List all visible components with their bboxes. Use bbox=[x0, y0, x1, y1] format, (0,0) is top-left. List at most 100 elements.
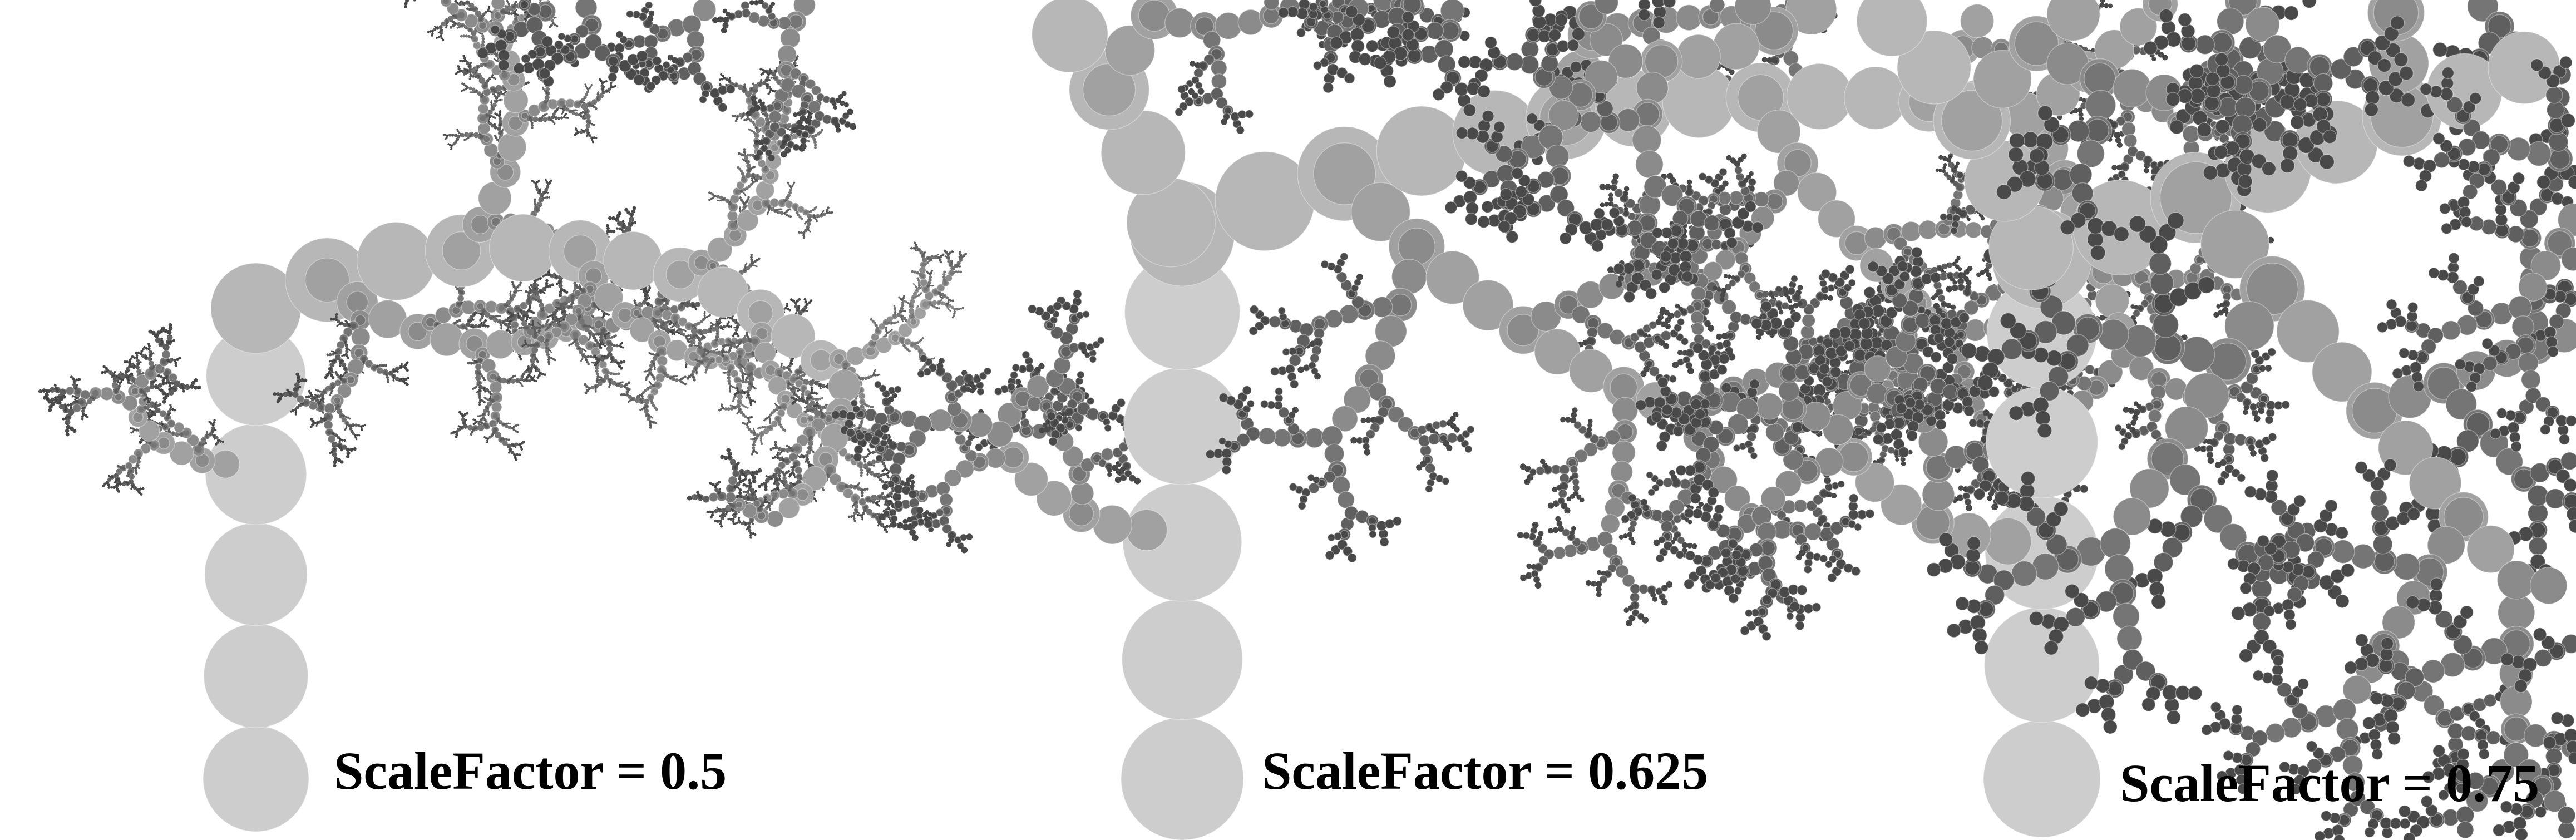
branch-node bbox=[758, 257, 761, 260]
branch-node bbox=[149, 398, 152, 401]
branch-node bbox=[743, 148, 746, 151]
branch-node bbox=[541, 86, 544, 88]
branch-node bbox=[522, 314, 525, 317]
branch-node bbox=[491, 399, 495, 402]
branch-node bbox=[340, 374, 342, 375]
branch-node bbox=[126, 474, 129, 477]
branch-node bbox=[800, 217, 803, 220]
branch-node bbox=[136, 359, 140, 363]
branch-node bbox=[746, 163, 751, 169]
branch-node bbox=[477, 74, 481, 78]
branch-node bbox=[160, 342, 163, 346]
branch-node bbox=[126, 378, 130, 382]
branch-node bbox=[591, 333, 595, 337]
branch-node bbox=[781, 208, 783, 210]
branch-node bbox=[455, 72, 458, 76]
branch-node bbox=[664, 298, 667, 300]
branch-node bbox=[161, 349, 171, 359]
branch-node bbox=[802, 231, 806, 235]
branch-node bbox=[735, 327, 737, 329]
branch-node bbox=[310, 397, 312, 399]
branch-node bbox=[174, 409, 176, 412]
branch-node bbox=[112, 374, 115, 377]
branch-node bbox=[465, 419, 467, 421]
branch-node bbox=[544, 342, 549, 347]
branch-node bbox=[136, 459, 141, 464]
branch-node bbox=[794, 304, 798, 309]
branch-node bbox=[508, 320, 510, 323]
branch-node bbox=[205, 435, 209, 438]
branch-node bbox=[822, 212, 827, 216]
branch-node bbox=[131, 486, 134, 488]
branch-node bbox=[753, 166, 756, 169]
branch-node bbox=[747, 196, 750, 199]
branch-node bbox=[140, 389, 144, 393]
branch-node bbox=[590, 385, 595, 390]
branch-node bbox=[294, 413, 297, 416]
branch-node bbox=[335, 313, 338, 316]
branch-node bbox=[571, 294, 575, 298]
branch-node bbox=[135, 354, 139, 357]
branch-node bbox=[168, 384, 171, 388]
branch-node bbox=[81, 415, 84, 418]
branch-node bbox=[57, 400, 62, 405]
branch-node bbox=[478, 403, 481, 406]
branch-node bbox=[147, 397, 150, 400]
branch-node bbox=[361, 429, 363, 432]
branch-node bbox=[328, 393, 332, 397]
branch-node bbox=[733, 393, 736, 396]
branch-node bbox=[490, 100, 492, 102]
branch-node bbox=[534, 331, 537, 335]
branch-node bbox=[304, 378, 308, 382]
branch-node bbox=[406, 377, 409, 380]
branch-node bbox=[332, 452, 338, 457]
branch-node bbox=[470, 215, 490, 235]
branch-node bbox=[169, 406, 172, 408]
branch-node bbox=[584, 350, 587, 352]
branch-node bbox=[506, 320, 509, 323]
branch-node bbox=[594, 387, 597, 389]
branch-node bbox=[481, 34, 485, 38]
branch-node bbox=[165, 370, 170, 375]
branch-node bbox=[466, 412, 469, 415]
branch-node bbox=[334, 315, 338, 319]
branch-node bbox=[140, 443, 151, 454]
branch-node bbox=[316, 423, 318, 426]
branch-node bbox=[117, 381, 120, 384]
branch-node bbox=[532, 297, 535, 299]
branch-node bbox=[579, 347, 582, 350]
branch-node bbox=[516, 453, 519, 456]
branch-node bbox=[579, 284, 581, 286]
branch-node bbox=[47, 399, 52, 404]
branch-node bbox=[502, 437, 506, 441]
branch-node bbox=[145, 407, 148, 410]
branch-node bbox=[348, 417, 351, 420]
branch-node bbox=[211, 426, 215, 430]
branch-node bbox=[588, 339, 590, 341]
branch-node bbox=[591, 327, 594, 329]
branch-node bbox=[129, 363, 132, 365]
branch-node bbox=[742, 177, 746, 182]
branch-node bbox=[438, 32, 440, 34]
branch-node bbox=[501, 72, 507, 78]
branch-node bbox=[339, 438, 342, 441]
branch-node bbox=[458, 319, 462, 322]
branch-node bbox=[483, 401, 486, 404]
branch-node bbox=[612, 372, 615, 375]
branch-node bbox=[392, 379, 395, 382]
branch-node bbox=[351, 423, 355, 427]
branch-node bbox=[511, 280, 514, 284]
branch-node bbox=[672, 377, 676, 382]
branch-node bbox=[294, 408, 297, 412]
branch-node bbox=[483, 387, 486, 389]
branch-node bbox=[739, 208, 741, 210]
branch-node bbox=[193, 386, 198, 390]
branch-node bbox=[718, 199, 721, 202]
branch-node bbox=[749, 264, 752, 266]
branch-node bbox=[531, 347, 539, 353]
branch-node bbox=[546, 185, 550, 189]
branch-node bbox=[64, 417, 68, 421]
branch-node bbox=[684, 330, 687, 332]
branch-node bbox=[565, 290, 569, 294]
